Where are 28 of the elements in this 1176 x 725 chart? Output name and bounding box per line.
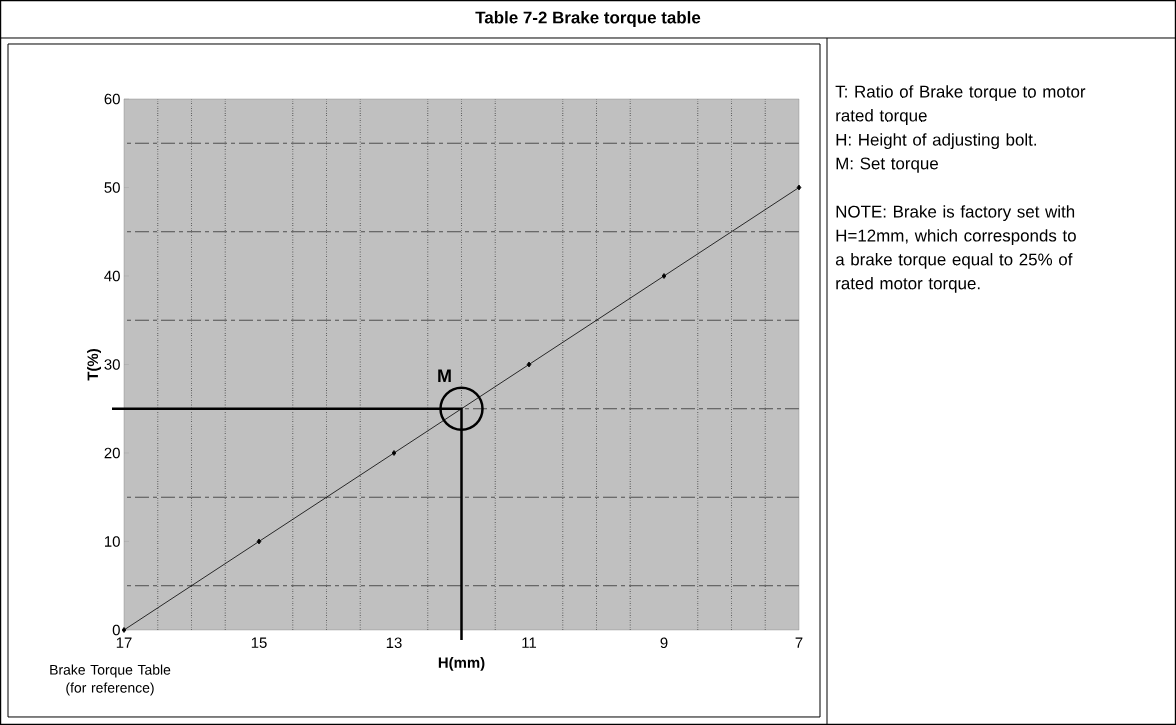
text: T: Ratio of Brake torque to motor rated torque bbox=[835, 85, 1086, 125]
x-tick-label: 15 bbox=[251, 637, 267, 648]
x-tick-label: 11 bbox=[522, 637, 537, 648]
y-tick-label: 50 bbox=[104, 182, 120, 193]
text: M: Set torque bbox=[836, 157, 938, 173]
point bbox=[796, 184, 802, 191]
y-tick-label: 10 bbox=[105, 536, 120, 547]
y-tick-label: 0 bbox=[112, 624, 120, 636]
point bbox=[526, 361, 532, 368]
x-tick-label: 7 bbox=[795, 637, 803, 648]
x-tick-label: 9 bbox=[660, 637, 668, 649]
text: NOTE: Brake is factory set with H=12mm, which corresponds to a brake torque equal to 25% of rated motor torque. bbox=[835, 205, 1076, 293]
chart-title: Table 7-2 Brake torque table bbox=[475, 11, 701, 27]
point bbox=[391, 450, 397, 456]
y-tick-label: 60 bbox=[104, 93, 120, 105]
x-tick-label: 13 bbox=[386, 637, 402, 649]
y-tick-label: 20 bbox=[104, 447, 120, 459]
y-tick-label: 30 bbox=[104, 359, 120, 370]
x-tick-label: 17 bbox=[116, 637, 132, 648]
annotation: M bbox=[438, 369, 451, 382]
x-axis-title: H(mm) bbox=[438, 656, 485, 671]
point bbox=[121, 627, 127, 633]
text: H: Height of adjusting bolt. bbox=[836, 133, 1037, 150]
point bbox=[661, 273, 667, 279]
text: Brake Torque Table (for reference) bbox=[50, 664, 171, 696]
point bbox=[256, 538, 262, 545]
y-tick-label: 40 bbox=[104, 270, 120, 282]
y-axis-title: T(%) bbox=[87, 349, 102, 381]
